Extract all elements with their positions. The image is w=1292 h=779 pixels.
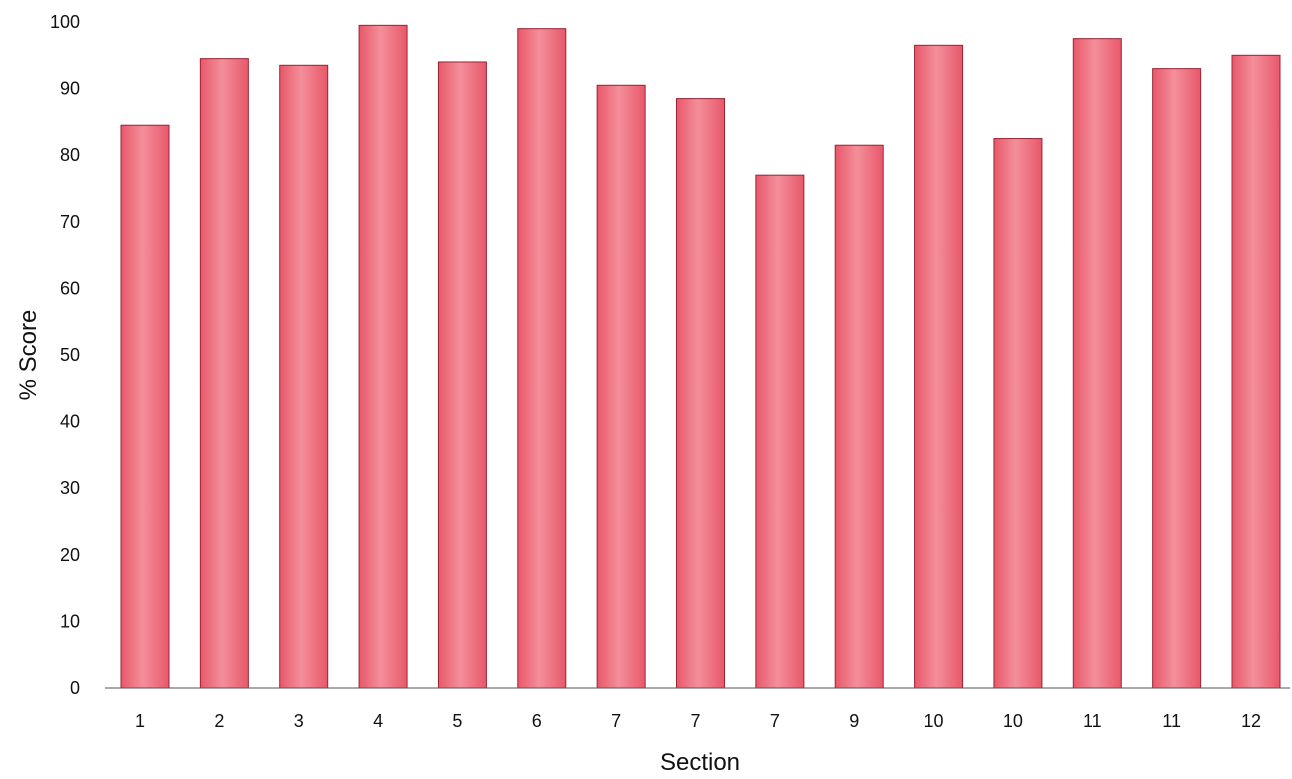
x-axis-ticks: 1 2 3 4 5 6 7 7 7 9 10 10 11 11 12	[135, 711, 1261, 731]
bar	[199, 58, 249, 689]
y-tick-label: 10	[60, 611, 80, 631]
x-tick-label: 3	[294, 711, 304, 731]
bar	[755, 174, 805, 689]
bar	[279, 64, 329, 689]
bar	[676, 98, 725, 689]
x-tick-label: 11	[1162, 711, 1181, 731]
y-tick-label: 80	[60, 145, 80, 165]
x-tick-label: 5	[452, 711, 462, 731]
bar	[120, 124, 170, 689]
y-tick-label: 20	[60, 545, 80, 565]
bar	[914, 44, 964, 689]
y-tick-label: 0	[70, 678, 80, 698]
x-tick-label: 11	[1083, 711, 1102, 731]
y-tick-label: 40	[60, 412, 80, 432]
bar	[517, 28, 567, 689]
y-tick-label: 30	[60, 478, 80, 498]
x-tick-label: 9	[849, 711, 859, 731]
bar	[1072, 38, 1122, 689]
y-axis-ticks: 0 10 20 30 40 50 60 70 80 90 100	[50, 12, 80, 698]
y-tick-label: 100	[50, 12, 80, 32]
x-tick-label: 7	[611, 711, 621, 731]
x-tick-label: 10	[924, 711, 944, 731]
y-tick-label: 50	[60, 345, 80, 365]
x-tick-label: 7	[690, 711, 700, 731]
bar	[1231, 54, 1281, 689]
bar	[358, 24, 408, 689]
x-tick-label: 7	[770, 711, 780, 731]
bar	[834, 144, 884, 689]
y-axis-title: % Score	[15, 310, 42, 401]
x-axis-title: Section	[660, 749, 740, 776]
bar	[437, 61, 487, 689]
bars	[120, 24, 1281, 689]
x-tick-label: 6	[532, 711, 542, 731]
x-tick-label: 4	[373, 711, 383, 731]
x-tick-label: 10	[1003, 711, 1023, 731]
bar	[1152, 68, 1202, 689]
bar	[993, 138, 1043, 689]
x-tick-label: 1	[135, 711, 145, 731]
y-tick-label: 60	[60, 278, 80, 298]
y-tick-label: 70	[60, 212, 80, 232]
bar	[596, 84, 646, 689]
y-tick-label: 90	[60, 79, 80, 99]
x-tick-label: 2	[214, 711, 224, 731]
x-tick-label: 12	[1241, 711, 1261, 731]
